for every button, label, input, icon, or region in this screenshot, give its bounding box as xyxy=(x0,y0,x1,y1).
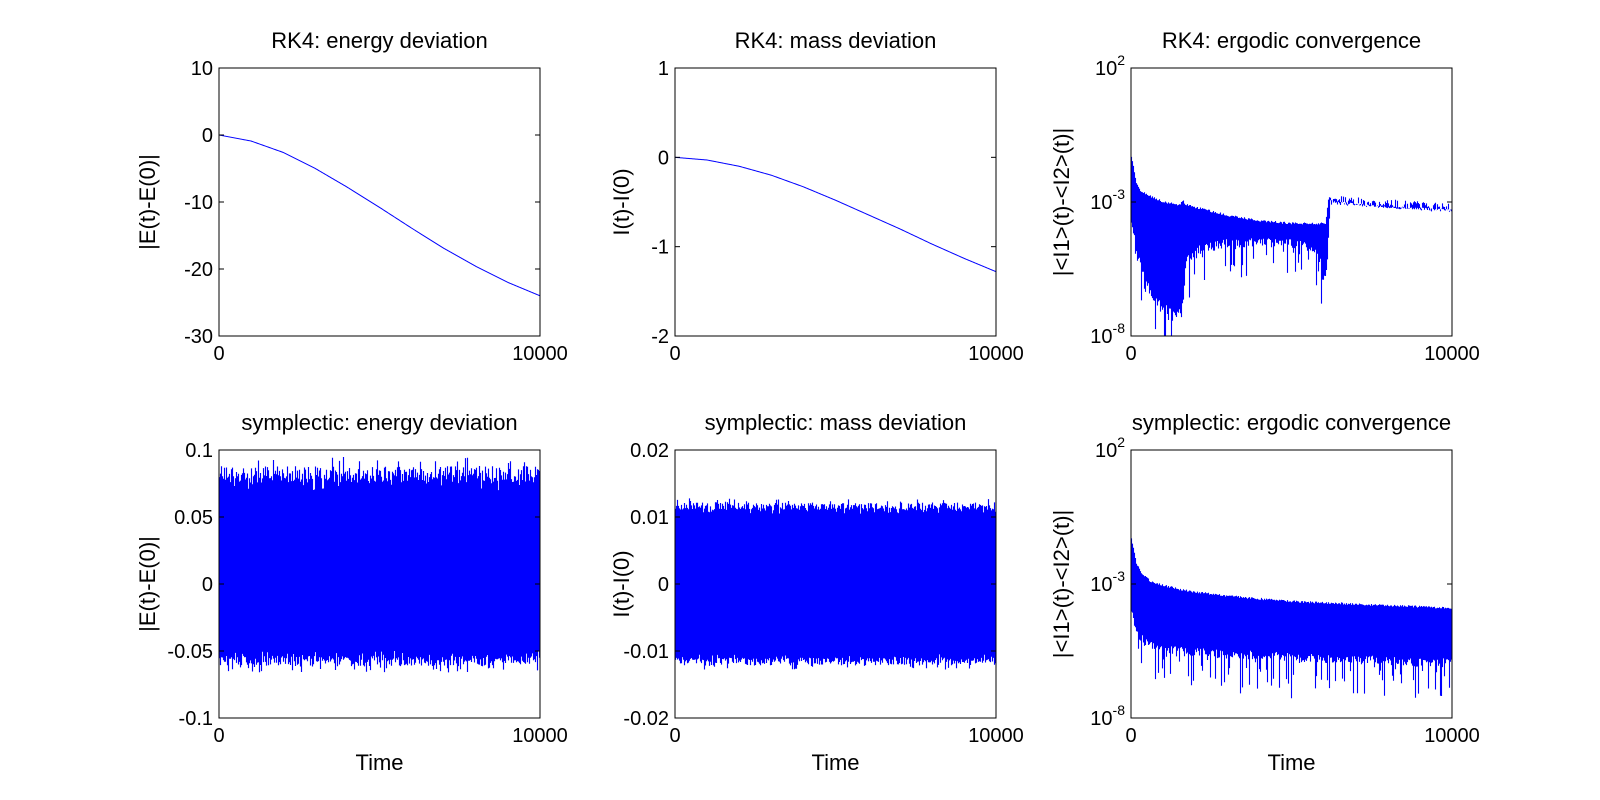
y-axis-label: I(t)-I(0) xyxy=(609,168,634,235)
convergence-band xyxy=(1131,538,1452,699)
x-tick-label: 0 xyxy=(213,725,224,747)
y-tick-label: 102 xyxy=(1095,434,1125,462)
x-tick-label: 0 xyxy=(1125,343,1136,365)
y-tick-label: 1 xyxy=(658,58,669,80)
x-tick-label: 0 xyxy=(669,725,680,747)
y-axis-label: I(t)-I(0) xyxy=(609,550,634,617)
plot-area xyxy=(219,457,540,673)
x-tick-label: 10000 xyxy=(1424,343,1480,365)
x-axis-label: Time xyxy=(1267,750,1315,775)
y-tick-label: 0 xyxy=(202,574,213,596)
x-tick-label: 10000 xyxy=(968,725,1024,747)
x-tick-label: 0 xyxy=(1125,725,1136,747)
x-tick-label: 10000 xyxy=(1424,725,1480,747)
x-tick-label: 10000 xyxy=(512,725,568,747)
y-tick-label: 10-8 xyxy=(1090,702,1125,730)
axes-box xyxy=(218,67,541,337)
x-axis-label: Time xyxy=(355,750,403,775)
y-axis-label: |E(t)-E(0)| xyxy=(135,536,160,632)
band-fill xyxy=(1131,538,1452,699)
y-tick-label: -30 xyxy=(184,326,213,348)
plot-area xyxy=(675,156,996,273)
y-tick-label: 102 xyxy=(1095,52,1125,80)
band-fill xyxy=(1131,156,1452,336)
chart-title: RK4: mass deviation xyxy=(735,28,937,53)
plot-area xyxy=(1131,156,1452,336)
y-tick-label: 0 xyxy=(658,147,669,169)
convergence-band xyxy=(1131,156,1452,336)
chart-title: symplectic: energy deviation xyxy=(241,410,517,435)
y-axis-label: |E(t)-E(0)| xyxy=(135,154,160,250)
plot-area xyxy=(1131,538,1452,699)
y-tick-label: -0.05 xyxy=(167,641,213,663)
band-fill xyxy=(675,498,996,670)
x-tick-label: 10000 xyxy=(512,343,568,365)
y-tick-label: 0.01 xyxy=(630,507,669,529)
plot-area xyxy=(219,134,540,297)
y-tick-label: 10-3 xyxy=(1090,186,1125,214)
series-line xyxy=(675,156,996,273)
chart-title: symplectic: mass deviation xyxy=(705,410,967,435)
y-tick-label: -0.1 xyxy=(179,708,213,730)
y-tick-label: -20 xyxy=(184,259,213,281)
band-fill xyxy=(219,457,540,673)
x-axis-label: Time xyxy=(811,750,859,775)
y-tick-label: -1 xyxy=(651,237,669,259)
y-tick-label: 0 xyxy=(202,125,213,147)
chart-title: symplectic: ergodic convergence xyxy=(1132,410,1451,435)
y-tick-label: 0.02 xyxy=(630,440,669,462)
y-tick-label: 10-8 xyxy=(1090,320,1125,348)
y-tick-label: -0.01 xyxy=(623,641,669,663)
y-tick-label: 0.1 xyxy=(185,440,213,462)
y-tick-label: -10 xyxy=(184,192,213,214)
subplot-6: 102 10-3 10-80 10000 symplectic: ergodic con… xyxy=(1049,410,1480,775)
plot-area xyxy=(675,498,996,670)
oscillation-band xyxy=(675,498,996,670)
y-tick-label: 10 xyxy=(191,58,213,80)
x-tick-label: 0 xyxy=(669,343,680,365)
axes-box xyxy=(674,67,997,337)
y-axis-label: |<I1>(t)-<I2>(t)| xyxy=(1049,128,1074,276)
chart-title: RK4: ergodic convergence xyxy=(1162,28,1421,53)
y-tick-label: -2 xyxy=(651,326,669,348)
y-tick-label: 10-3 xyxy=(1090,568,1125,596)
y-axis-label: |<I1>(t)-<I2>(t)| xyxy=(1049,510,1074,658)
x-tick-label: 0 xyxy=(213,343,224,365)
y-tick-label: 0 xyxy=(658,574,669,596)
oscillation-band xyxy=(219,457,540,673)
chart-title: RK4: energy deviation xyxy=(271,28,487,53)
subplot-3: 102 10-3 10-80 10000 RK4: ergodic convergenc… xyxy=(1049,28,1480,365)
y-tick-label: 0.05 xyxy=(174,507,213,529)
series-line xyxy=(219,134,540,297)
y-tick-label: -0.02 xyxy=(623,708,669,730)
x-tick-label: 10000 xyxy=(968,343,1024,365)
